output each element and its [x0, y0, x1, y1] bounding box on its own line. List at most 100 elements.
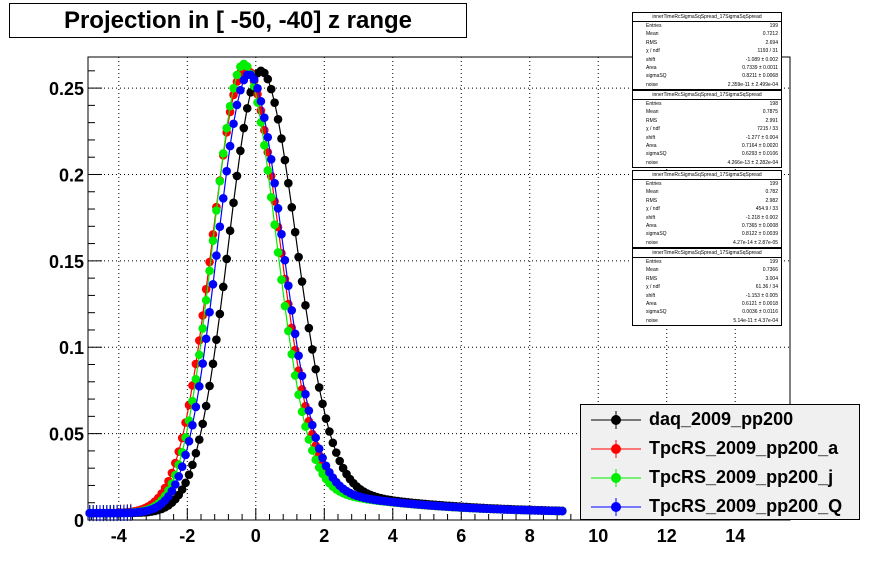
data-point: [194, 435, 204, 444]
data-point: [215, 309, 225, 319]
data-point: [208, 236, 218, 245]
stats-key: shift: [646, 214, 656, 221]
x-tick-label: 4: [388, 526, 398, 546]
stats-key: Area: [646, 142, 657, 149]
data-point: [273, 204, 283, 213]
data-point: [236, 85, 245, 95]
data-point: [301, 301, 310, 310]
data-point: [284, 326, 293, 336]
data-point: [270, 98, 279, 107]
data-point: [177, 485, 187, 494]
x-tick-label: 6: [456, 526, 466, 546]
data-point: [273, 115, 283, 124]
tick-labels: -4 -2 0 2 4 6 8 10 12 14 0 0.05 0.1 0.15 0.2 0.25: [49, 79, 745, 546]
stats-row: noise 2.359e-11 ± 2.499e-04: [633, 81, 781, 89]
stats-value: 0.7875: [762, 109, 778, 116]
stats-key: shift: [646, 292, 656, 299]
data-point: [222, 166, 231, 176]
stats-row: sigmaSQ 0.6293 ± 0.0106: [633, 150, 781, 158]
stats-row: sigmaSQ 0.0036 ± 0.0116: [633, 308, 781, 316]
x-tick-label: 0: [251, 526, 261, 546]
stats-row: noise 4.27e-14 ± 2.87e-05: [633, 239, 781, 247]
data-point: [222, 254, 231, 264]
data-point: [335, 456, 344, 466]
data-point: [201, 284, 211, 294]
data-point: [307, 446, 317, 455]
stats-value: -1.218 ± 0.002: [745, 214, 778, 221]
x-tick-label: 10: [588, 526, 608, 546]
stats-row: Mean 0.7875: [633, 108, 781, 116]
stats-row: RMS 2.694: [633, 39, 781, 47]
stats-value: 61.36 / 34: [755, 284, 778, 291]
data-point: [311, 455, 321, 465]
stats-row: sigmaSQ 0.8211 ± 0.0068: [633, 72, 781, 80]
data-point: [311, 433, 321, 443]
legend-label: TpcRS_2009_pp200_a: [649, 438, 839, 458]
stats-value: 199: [769, 181, 778, 187]
stats-row: shift -1.277 ± 0.004: [633, 134, 781, 142]
data-point: [229, 119, 238, 129]
stats-key: noise: [646, 317, 658, 324]
stats-row: Area 0.7365 ± 0.0008: [633, 222, 781, 230]
stats-row: shift -1.153 ± 0.005: [633, 292, 781, 300]
x-tick-label: 2: [319, 526, 329, 546]
legend-marker-tpcrs-q: [591, 498, 641, 516]
data-point: [229, 198, 238, 208]
stats-value: 0.7366: [762, 267, 778, 274]
data-point: [222, 123, 231, 133]
data-point: [242, 104, 252, 113]
data-point: [198, 359, 208, 368]
data-point: [191, 448, 201, 458]
stats-header: innerTimeRcSigmaSqSpread_17SigmaSqSpread: [633, 91, 781, 100]
stats-key: Area: [646, 300, 657, 307]
data-point: [277, 275, 286, 285]
stats-value: 198: [769, 101, 778, 107]
stats-row: noise 4.266e-13 ± 2.282e-04: [633, 159, 781, 167]
series-2: [85, 59, 567, 522]
data-point: [212, 335, 221, 344]
data-point: [314, 383, 324, 392]
stats-row: noise 5.14e-11 ± 4.37e-04: [633, 317, 781, 325]
data-point: [280, 301, 290, 311]
fit-line: [89, 74, 563, 514]
stats-box-1: innerTimeRcSigmaSqSpread_17SigmaSqSpread…: [632, 90, 782, 169]
legend-item-tpcrs-q: TpcRS_2009_pp200_Q: [581, 492, 859, 521]
data-point: [266, 84, 276, 94]
data-point: [318, 453, 327, 463]
data-point: [321, 461, 331, 471]
data-point: [253, 84, 262, 93]
stats-row: Entries 198: [633, 100, 781, 108]
stats-box-2: innerTimeRcSigmaSqSpread_17SigmaSqSpread…: [632, 170, 782, 249]
stats-value: 199: [769, 259, 778, 265]
stats-value: -1.153 ± 0.005: [745, 292, 778, 299]
data-point: [307, 345, 317, 354]
data-point: [198, 419, 208, 429]
data-point: [314, 463, 324, 472]
data-point: [270, 178, 279, 188]
stats-key: Area: [646, 222, 657, 229]
stats-box-3: innerTimeRcSigmaSqSpread_17SigmaSqSpread…: [632, 248, 782, 327]
fit-line: [89, 67, 563, 514]
stats-key: shift: [646, 134, 656, 141]
y-tick-label: 0.05: [49, 425, 84, 445]
data-point: [225, 226, 235, 236]
data-point: [260, 113, 269, 123]
data-point: [205, 266, 214, 276]
stats-value: 454.9 / 33: [755, 206, 778, 213]
data-point: [174, 472, 184, 481]
legend-label: TpcRS_2009_pp200_j: [649, 467, 834, 487]
data-point: [294, 390, 303, 399]
data-point: [297, 407, 307, 416]
data-point: [236, 146, 245, 156]
stats-row: Entries 199: [633, 258, 781, 266]
x-tick-label: 8: [525, 526, 535, 546]
stats-row: Mean 0.7212: [633, 30, 781, 38]
stats-value: 4.27e-14 ± 2.87e-05: [733, 239, 778, 246]
fit-line: [89, 70, 563, 514]
data-point: [328, 438, 338, 448]
stats-value: 0.7212: [762, 31, 778, 38]
y-tick-label: 0.25: [49, 79, 84, 99]
data-point: [325, 427, 334, 436]
stats-row: Area 0.7164 ± 0.0020: [633, 142, 781, 150]
stats-value: 2.982: [765, 197, 778, 204]
